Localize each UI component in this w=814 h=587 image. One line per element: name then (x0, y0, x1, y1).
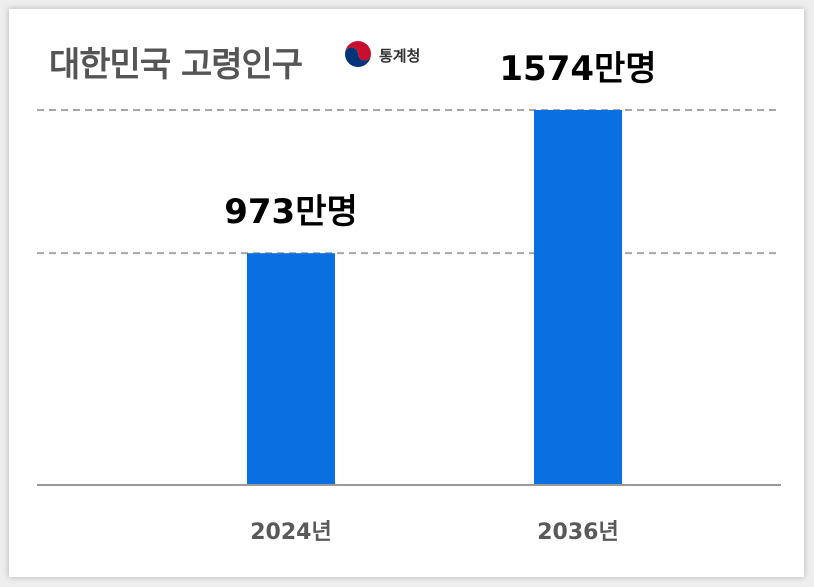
bar-2 (534, 110, 622, 485)
chart-title: 대한민국 고령인구 (49, 45, 303, 85)
chart-card: 대한민국 고령인구 통계청 973만명 2024년 1574만명 2036년 (9, 9, 804, 577)
data-label-2: 1574만명 (499, 49, 656, 89)
bar-1 (247, 253, 335, 485)
x-tick-label-2: 2036년 (537, 520, 618, 545)
taegeuk-logo-icon (345, 41, 371, 67)
bar-chart: 973만명 2024년 1574만명 2036년 (37, 49, 781, 545)
data-label-1: 973만명 (224, 192, 358, 232)
source-name: 통계청 (379, 47, 421, 65)
x-tick-label-1: 2024년 (250, 520, 331, 545)
